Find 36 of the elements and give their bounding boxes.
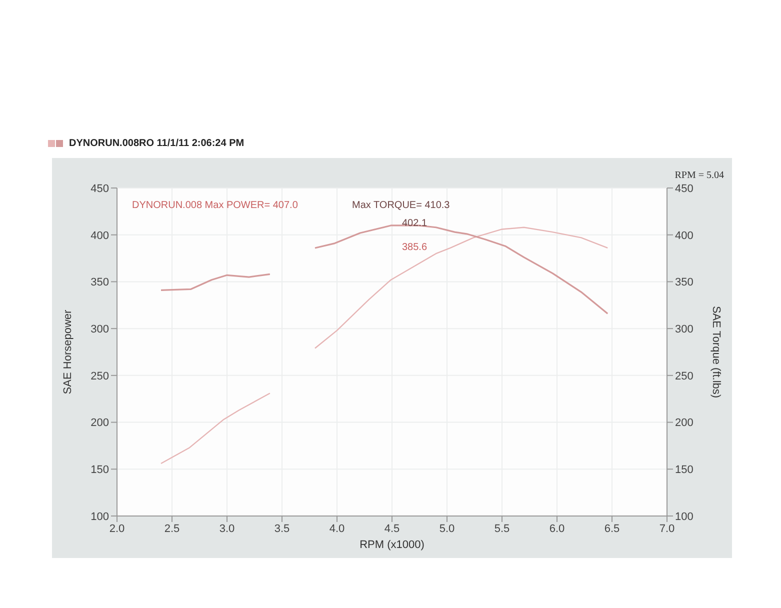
y2-tick-label: 450: [675, 182, 694, 195]
x-tick-label: 3.0: [219, 522, 235, 535]
y2-tick-label: 400: [675, 230, 694, 242]
y-tick-label: 450: [90, 182, 109, 195]
y-tick-label: 350: [90, 276, 109, 289]
x-tick-label: 5.5: [494, 522, 510, 535]
y2-tick-label: 100: [675, 510, 694, 523]
annotation: 402.1: [402, 218, 428, 229]
x-tick-label: 4.0: [329, 522, 345, 535]
y-tick-label: 400: [90, 230, 109, 242]
x-tick-label: 2.5: [164, 522, 180, 535]
y2-tick-label: 250: [675, 370, 694, 382]
y-tick-label: 200: [90, 417, 109, 430]
x-tick-label: 5.0: [439, 522, 455, 535]
y2-tick-label: 150: [675, 464, 694, 476]
y-tick-label: 100: [90, 510, 109, 523]
y-tick-label: 150: [90, 464, 109, 476]
x-tick-label: 6.5: [604, 522, 620, 535]
x-tick-label: 3.5: [274, 522, 290, 535]
text: DYNORUN.008RO 11/1/11 2:06:24 PM: [69, 138, 244, 149]
text: RPM = 5.04: [674, 170, 724, 181]
y2-axis-title: SAE Torque (ft.lbs): [710, 306, 722, 398]
annotation: Max TORQUE= 410.3: [352, 200, 450, 211]
y-tick-label: 300: [90, 323, 109, 336]
x-axis-title: RPM (x1000): [360, 539, 424, 551]
x-tick-label: 6.0: [549, 522, 565, 535]
x-tick-label: 4.5: [384, 522, 400, 535]
y2-tick-label: 300: [675, 323, 694, 336]
y-tick-label: 250: [90, 370, 109, 382]
annotation: DYNORUN.008 Max POWER= 407.0: [132, 200, 298, 211]
y2-tick-label: 200: [675, 417, 694, 430]
y-axis-title: SAE Horsepower: [62, 309, 74, 394]
x-tick-label: 2.0: [109, 522, 125, 535]
x-tick-label: 7.0: [659, 522, 675, 535]
annotation: 385.6: [402, 242, 428, 253]
y2-tick-label: 350: [675, 276, 694, 289]
